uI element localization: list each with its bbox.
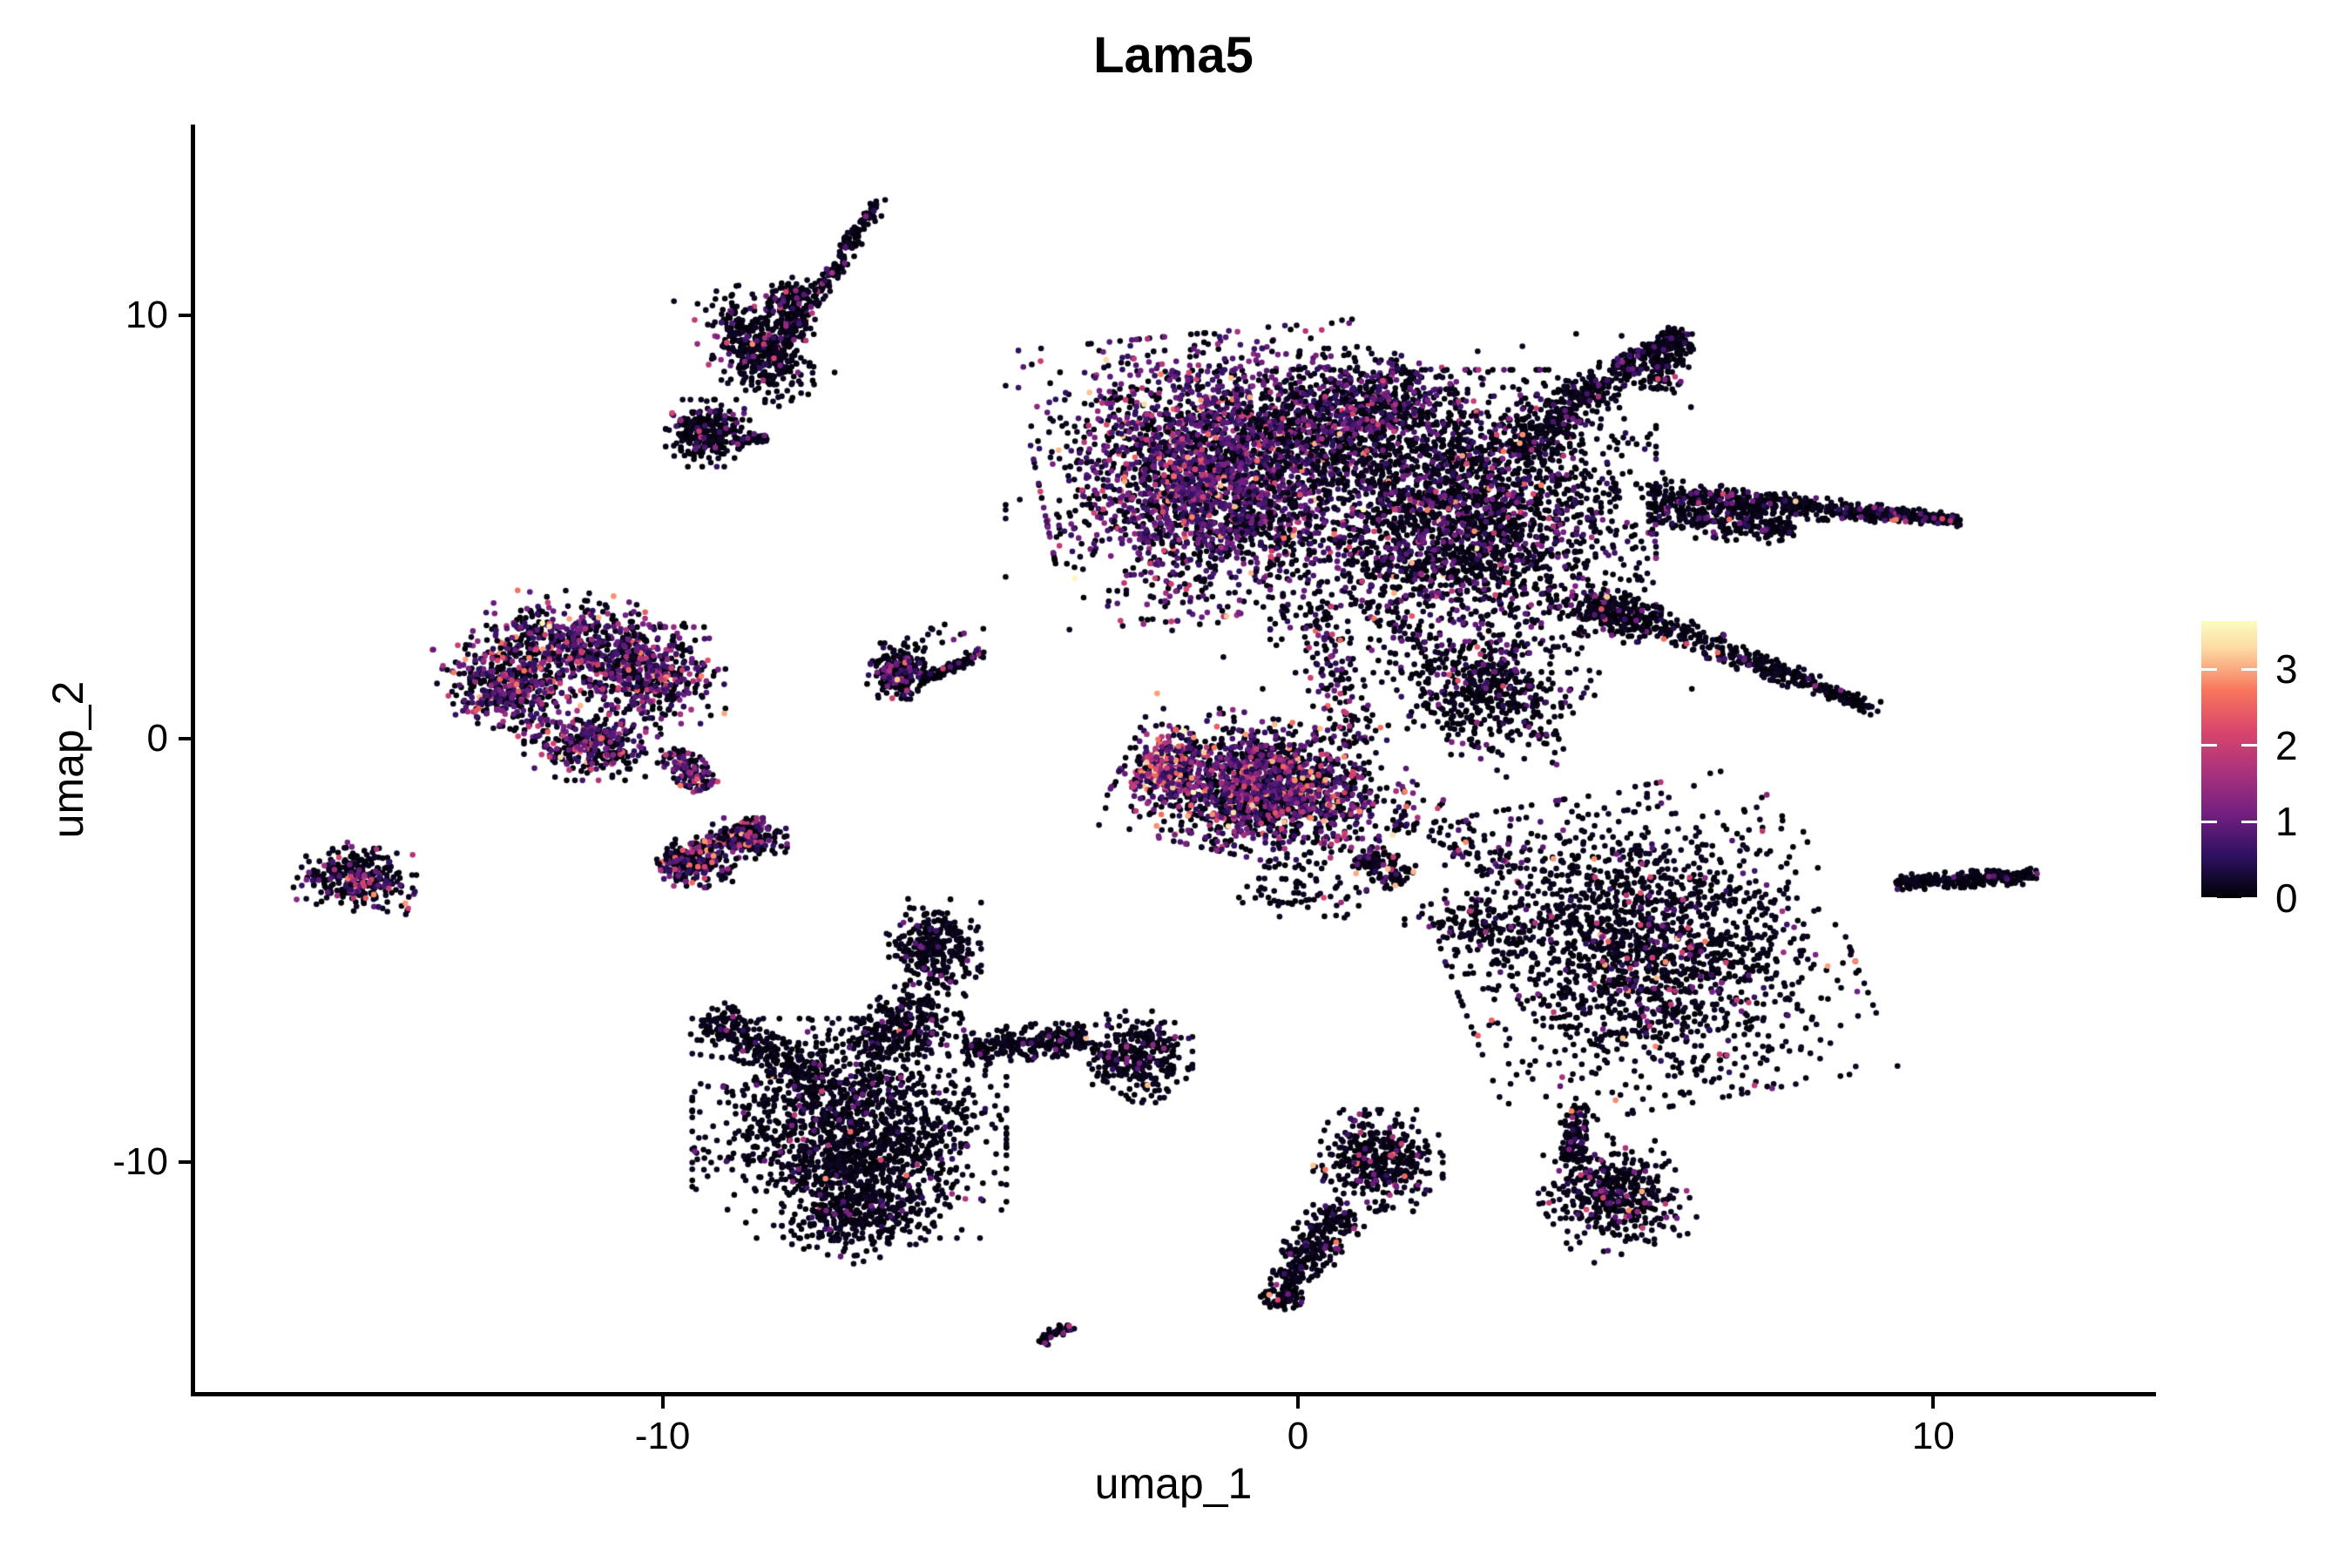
colorbar-tick-mark — [2201, 667, 2217, 671]
x-axis-label: umap_1 — [1094, 1459, 1253, 1508]
y-axis-line — [191, 125, 195, 1396]
x-tick-label: 10 — [1911, 1415, 1955, 1457]
colorbar-gradient — [2201, 621, 2257, 898]
y-tick-mark — [179, 314, 191, 318]
colorbar-tick-mark — [2241, 820, 2257, 823]
y-tick-mark — [179, 1160, 191, 1165]
colorbar-tick-mark — [2241, 744, 2257, 747]
plot-title: Lama5 — [1093, 27, 1254, 84]
colorbar-tick-label: 1 — [2275, 799, 2298, 845]
y-tick-label: 10 — [125, 294, 168, 337]
colorbar-tick-mark — [2241, 667, 2257, 671]
y-tick-label: 0 — [146, 717, 168, 760]
plot-panel — [194, 125, 2153, 1396]
y-tick-label: -10 — [112, 1140, 168, 1184]
colorbar-tick-mark — [2201, 896, 2217, 900]
colorbar-tick-mark — [2201, 744, 2217, 747]
y-axis-label: umap_2 — [44, 680, 92, 839]
colorbar-tick-label: 2 — [2275, 722, 2298, 768]
x-tick-label: -10 — [634, 1415, 691, 1457]
colorbar-tick-label: 0 — [2275, 875, 2298, 921]
x-tick-mark — [1931, 1396, 1936, 1409]
colorbar-tick-label: 3 — [2275, 646, 2298, 693]
colorbar-tick-mark — [2241, 896, 2257, 900]
x-tick-mark — [1295, 1396, 1300, 1409]
scatter-canvas — [194, 125, 2153, 1396]
y-tick-mark — [179, 737, 191, 741]
colorbar-tick-mark — [2201, 820, 2217, 823]
x-tick-label: 0 — [1287, 1415, 1309, 1457]
x-tick-mark — [660, 1396, 665, 1409]
x-axis-line — [191, 1392, 2156, 1396]
